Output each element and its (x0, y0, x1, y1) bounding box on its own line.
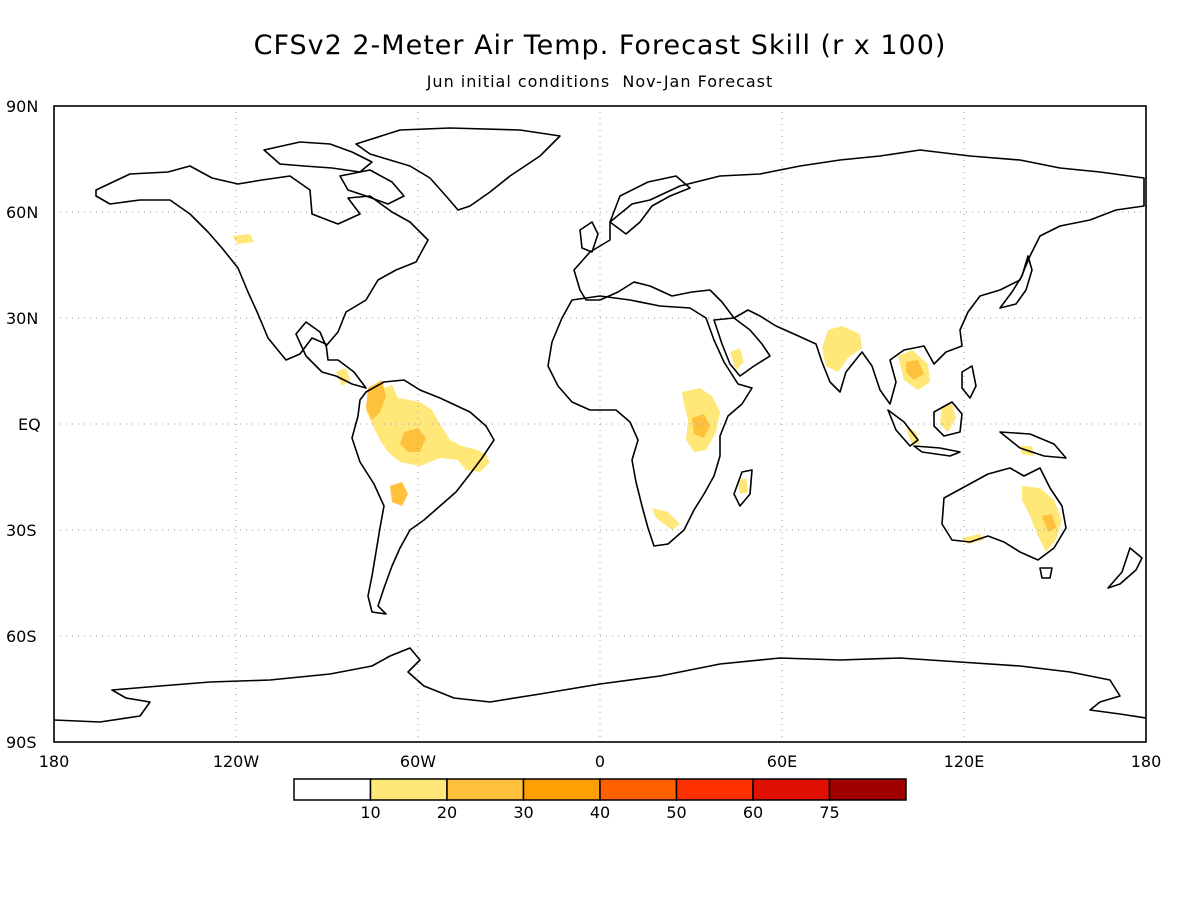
coastline-greenland (355, 127, 561, 211)
map-area (53, 105, 1147, 743)
skill-region-madagascar (738, 478, 748, 494)
skill-region-bolivia (390, 482, 408, 506)
colorbar-bin-1 (369, 778, 448, 801)
coastline-new-guinea (999, 431, 1067, 459)
coastline-madagascar (733, 469, 753, 507)
coastline-philippines (961, 365, 977, 399)
coastline-british-isles (579, 221, 599, 253)
skill-region-alaska (232, 234, 254, 244)
lon-tick-180e: 180 (1131, 752, 1162, 771)
lat-tick-90n: 90N (6, 97, 38, 116)
coastline-java (913, 445, 961, 457)
colorbar-bin-6 (752, 778, 831, 801)
map-gridlines (54, 106, 1146, 742)
coastline-arctic-islands (263, 141, 373, 173)
skill-region-lake-victoria (692, 414, 710, 438)
colorbar-label-20: 20 (437, 803, 457, 822)
skill-region-indochina-core (906, 360, 924, 380)
colorbar-bin-0 (293, 778, 372, 801)
lon-tick-60e: 60E (767, 752, 797, 771)
skill-region-amazon (366, 385, 488, 470)
skill-region-arabia (730, 348, 744, 370)
lat-tick-60s: 60S (6, 627, 37, 646)
map-frame (53, 105, 1147, 743)
coastline-south-america (351, 379, 495, 615)
coastlines (53, 127, 1147, 723)
skill-region-sumatra (906, 428, 920, 444)
coastline-baffin (339, 169, 405, 205)
skill-region-southern-africa (652, 508, 680, 530)
coastline-africa (547, 295, 753, 547)
colorbar-label-60: 60 (743, 803, 763, 822)
skill-region-east-australia (1022, 486, 1062, 552)
skill-shading (232, 234, 1062, 552)
lon-tick-120e: 120E (944, 752, 985, 771)
lon-tick-120w: 120W (213, 752, 260, 771)
lat-tick-30s: 30S (6, 521, 37, 540)
colorbar-bin-4 (599, 778, 678, 801)
colorbar-bin-7 (828, 778, 907, 801)
lon-tick-0: 0 (595, 752, 605, 771)
colorbar-bin-5 (675, 778, 754, 801)
skill-region-india (822, 326, 862, 372)
coastline-north-america (95, 165, 429, 389)
coastline-tasmania (1039, 567, 1053, 579)
coastline-antarctica (53, 647, 1147, 723)
colorbar-label-50: 50 (666, 803, 686, 822)
latitude-tick-labels: 90N 60N 30N EQ 30S 60S 90S (6, 97, 41, 752)
skill-region-amazon-core (400, 428, 426, 452)
lon-tick-60w: 60W (400, 752, 436, 771)
lat-tick-60n: 60N (6, 203, 38, 222)
coastline-borneo (933, 401, 963, 437)
coastline-japan (999, 255, 1033, 309)
skill-region-east-australia-core (1042, 514, 1056, 532)
skill-region-borneo (940, 404, 956, 432)
colorbar-label-75: 75 (819, 803, 839, 822)
colorbar-label-10: 10 (360, 803, 380, 822)
chart-title: CFSv2 2-Meter Air Temp. Forecast Skill (… (254, 30, 947, 61)
colorbar-label-30: 30 (513, 803, 533, 822)
coastline-arabia (713, 317, 771, 377)
lat-tick-30n: 30N (6, 309, 38, 328)
lat-tick-90s: 90S (6, 733, 37, 752)
coastline-new-zealand (1107, 547, 1143, 589)
colorbar-label-40: 40 (590, 803, 610, 822)
coastline-australia (941, 467, 1067, 561)
coastline-sumatra (887, 409, 919, 447)
colorbar-bin-3 (522, 778, 601, 801)
chart-subtitle: Jun initial conditions Nov-Jan Forecast (426, 72, 774, 91)
colorbar-bin-2 (446, 778, 525, 801)
lat-tick-eq: EQ (18, 415, 41, 434)
longitude-tick-labels: 180 120W 60W 0 60E 120E 180 (39, 752, 1162, 771)
lon-tick-180w: 180 (39, 752, 70, 771)
coastline-scandinavia (609, 175, 691, 235)
colorbar: 10 20 30 40 50 60 75 (293, 778, 907, 822)
